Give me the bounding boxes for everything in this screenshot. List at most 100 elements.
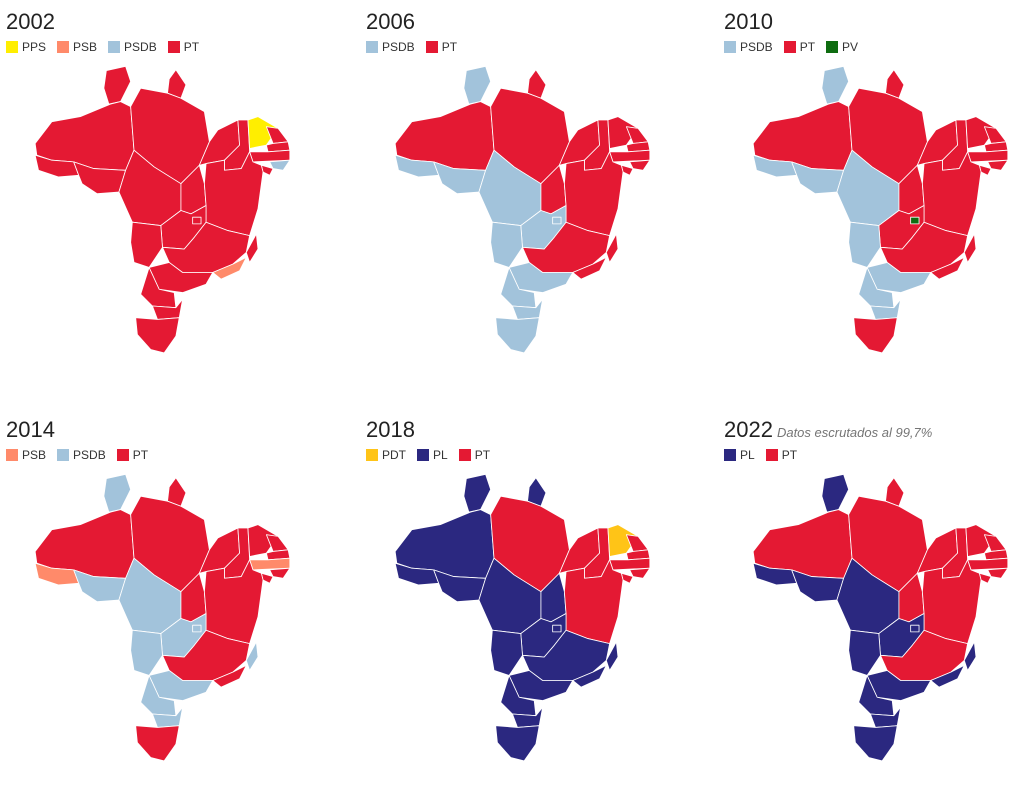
state-pe [609,557,651,571]
state-ro [791,161,845,195]
state-ms [130,629,163,676]
state-pb [625,549,651,561]
state-al [629,567,651,579]
map-panel-2022: 2022 Datos escrutados al 99,7% PL PT [718,408,1031,788]
legend-swatch [458,449,471,461]
legend-item-pl: PL [724,448,755,462]
state-al [629,159,651,171]
legend-swatch [826,41,839,53]
state-rs [135,317,180,354]
legend-label: PL [740,448,755,462]
panel-title: 2018 [366,417,415,443]
state-ms [490,629,523,676]
state-pe [967,149,1009,163]
legend-swatch [167,41,180,53]
state-ms [848,221,881,268]
state-ro [433,569,487,603]
legend-swatch [425,41,438,53]
state-al [987,567,1009,579]
state-rj [212,256,247,280]
legend-swatch [783,41,796,53]
legend-item-pt: PT [425,40,458,54]
state-rj [212,664,247,688]
legend-item-pt: PT [116,448,148,462]
state-df [192,624,202,633]
state-ms [848,629,881,676]
panel-year: 2018 [366,417,415,442]
state-sc [870,706,902,728]
panel-title: 2002 [6,9,55,35]
state-pe [249,557,291,571]
state-sc [152,706,184,728]
panel-title: 2010 [724,9,773,35]
state-ms [130,221,163,268]
state-es [245,641,259,671]
legend-item-psdb: PSDB [108,40,157,54]
brazil-map-2002 [34,65,291,354]
legend-label: PT [799,40,816,54]
state-rj [572,256,607,280]
legend-swatch [57,449,70,461]
state-sc [152,298,184,320]
state-sc [870,298,902,320]
legend-swatch [116,449,129,461]
legend-swatch [724,449,736,461]
map-panel-2018: 2018 PDT PL PT [360,408,690,788]
state-es [963,641,977,671]
legend-swatch [417,449,429,461]
state-df [552,216,562,225]
legend-label: PDT [382,448,406,462]
legend-item-pt: PT [783,40,816,54]
state-ms [490,221,523,268]
legend-label: PSDB [73,448,106,462]
legend-label: PL [433,448,448,462]
legend-label: PT [441,40,458,54]
state-df [910,624,920,633]
panel-year: 2002 [6,9,55,34]
legend-label: PT [781,448,798,462]
legend-item-pt: PT [167,40,199,54]
legend-label: PSDB [382,40,415,54]
panel-note: Datos escrutados al 99,7% [776,425,933,440]
legend-label: PPS [22,40,47,54]
state-al [269,159,291,171]
brazil-map-2014 [34,473,291,762]
state-rr [103,65,132,105]
legend-swatch [366,449,378,461]
map-panel-2014: 2014 PSB PSDB PT [0,408,330,788]
brazil-map-2006 [394,65,651,354]
legend-label: PSDB [740,40,773,54]
legend-label: PSB [73,40,98,54]
state-pb [265,141,291,153]
legend: PPS PSB PSDB PT [6,40,199,54]
state-rj [572,664,607,688]
state-al [987,159,1009,171]
legend-item-pl: PL [417,448,448,462]
panel-title: 2006 [366,9,415,35]
legend: PSDB PT PV [724,40,858,54]
state-df [552,624,562,633]
state-sc [512,706,544,728]
legend-label: PV [842,40,859,54]
state-df [192,216,202,225]
legend-item-psdb: PSDB [366,40,415,54]
map-panel-2002: 2002 PPS PSB PSDB PT [0,0,330,380]
state-pe [609,149,651,163]
legend-swatch [6,41,18,53]
legend-label: PT [474,448,491,462]
state-es [245,233,259,263]
state-rs [495,317,540,354]
state-rr [821,473,850,513]
state-pe [967,557,1009,571]
state-ro [791,569,845,603]
state-df [910,216,920,225]
state-pb [983,141,1009,153]
panel-title: 2014 [6,417,55,443]
state-rr [821,65,850,105]
map-panel-2010: 2010 PSDB PT PV [718,0,1031,380]
state-es [963,233,977,263]
legend-label: PSDB [124,40,157,54]
legend-swatch [57,41,70,53]
map-panel-2006: 2006 PSDB PT [360,0,690,380]
brazil-map-2022 [752,473,1009,762]
